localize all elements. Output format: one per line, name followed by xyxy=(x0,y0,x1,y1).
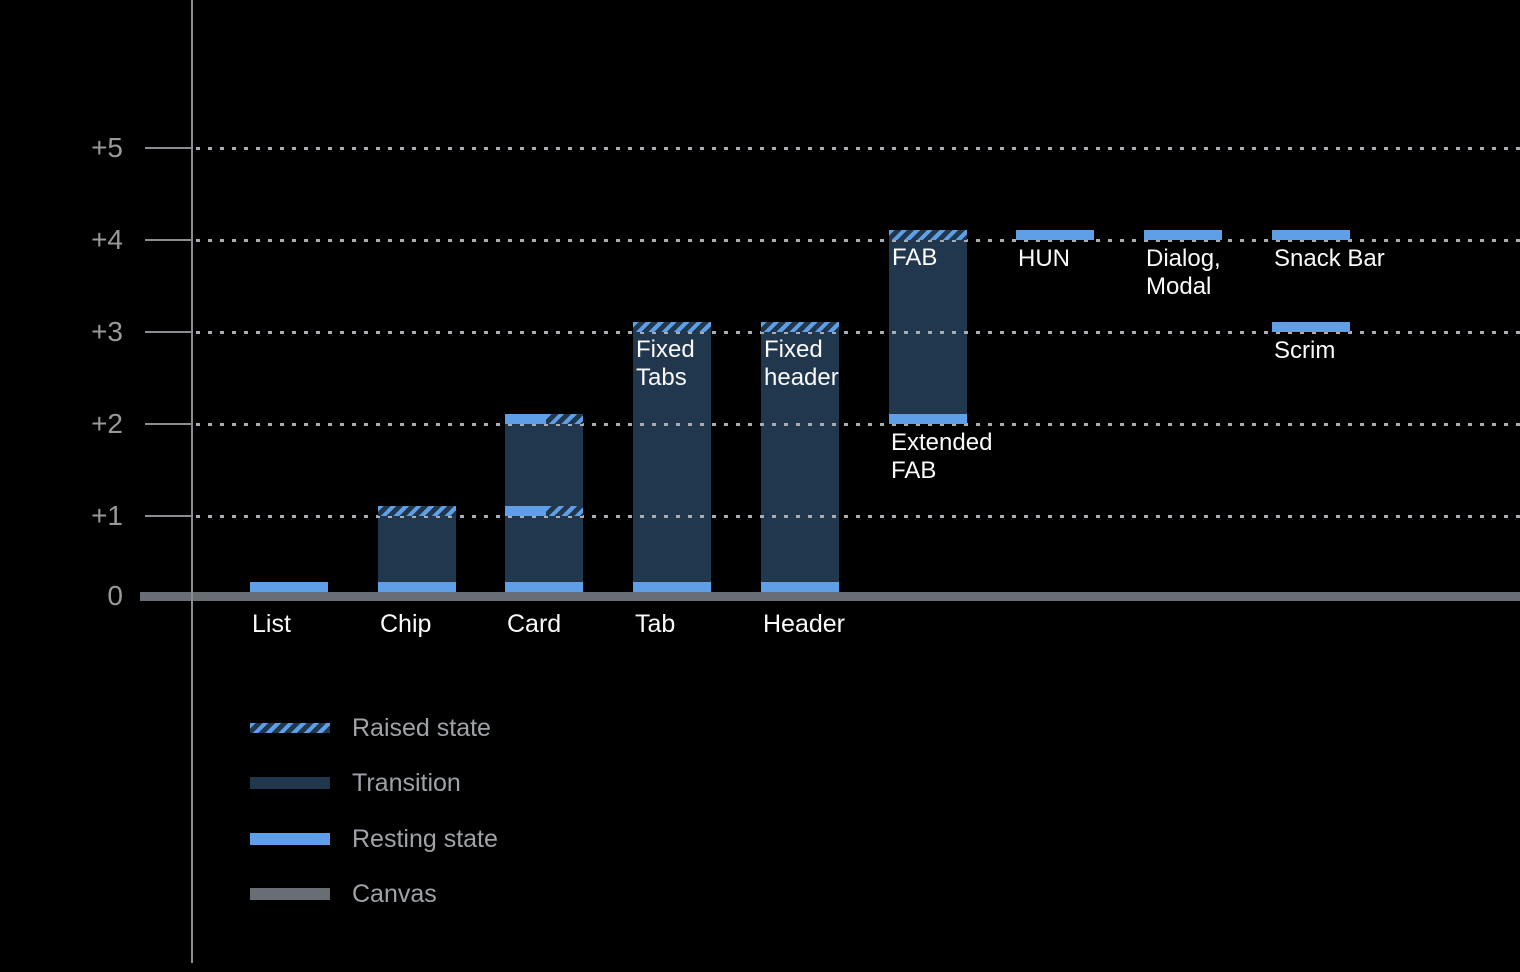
below-label-dialog-modal: Dialog, Modal xyxy=(1146,245,1221,300)
legend-label-gray: Canvas xyxy=(352,880,437,908)
segment-resting-snack-bar xyxy=(1272,230,1350,240)
segment-transition-card xyxy=(505,516,583,582)
bar-label-tab: Fixed Tabs xyxy=(636,336,695,391)
segment-transition-card xyxy=(505,424,583,506)
bar-label-header: Fixed header xyxy=(764,336,839,391)
segment-resting-list xyxy=(250,582,328,592)
segment-raised-fab xyxy=(889,230,967,240)
y-axis-label: +2 xyxy=(91,408,123,439)
x-axis-label-card: Card xyxy=(507,610,562,638)
gridline xyxy=(196,239,1520,242)
y-axis-label: +5 xyxy=(91,132,123,163)
segment-raised-tab xyxy=(633,322,711,332)
legend-label-blue: Resting state xyxy=(352,825,498,853)
segment-transition-fab xyxy=(889,240,967,414)
below-label-hun: HUN xyxy=(1018,245,1070,272)
y-axis-label: +4 xyxy=(91,224,123,255)
segment-resting-card xyxy=(505,414,546,424)
segment-raised-header xyxy=(761,322,839,332)
y-axis-tick xyxy=(145,515,192,517)
segment-raised-card xyxy=(546,506,583,516)
y-axis-tick xyxy=(145,239,192,241)
gridline xyxy=(196,515,1520,518)
legend-label-hatched: Raised state xyxy=(352,714,491,742)
segment-resting-card xyxy=(505,506,546,516)
segment-resting-card xyxy=(505,582,583,592)
legend-row-gray: Canvas xyxy=(250,878,437,910)
segment-resting-hun xyxy=(1016,230,1094,240)
x-axis-label-tab: Tab xyxy=(635,610,676,638)
segment-raised-chip xyxy=(378,506,456,516)
below-label-fab: Extended FAB xyxy=(891,429,993,484)
y-axis-label: 0 xyxy=(107,580,123,611)
x-axis-label-list: List xyxy=(252,610,291,638)
segment-resting-dialog-modal xyxy=(1144,230,1222,240)
y-axis-label: +3 xyxy=(91,316,123,347)
segment-resting-fab xyxy=(889,414,967,424)
legend-row-navy: Transition xyxy=(250,767,461,799)
below-label-scrim: Scrim xyxy=(1274,337,1336,364)
gridline xyxy=(196,331,1520,334)
y-axis-tick xyxy=(145,423,192,425)
y-axis-label: +1 xyxy=(91,500,123,531)
segment-resting-header xyxy=(761,582,839,592)
canvas-baseline xyxy=(140,592,1520,601)
segment-transition-tab xyxy=(633,332,711,582)
segment-resting-scrim xyxy=(1272,322,1350,332)
legend-swatch-hatched xyxy=(250,723,330,733)
bar-label-fab: FAB xyxy=(892,244,938,271)
segment-transition-header xyxy=(761,332,839,582)
legend-swatch-blue xyxy=(250,833,330,845)
y-axis-tick xyxy=(145,147,192,149)
gridline xyxy=(196,423,1520,426)
legend-swatch-navy xyxy=(250,777,330,789)
segment-resting-tab xyxy=(633,582,711,592)
legend-row-hatched: Raised state xyxy=(250,712,491,744)
gridline xyxy=(196,147,1520,150)
segment-resting-chip xyxy=(378,582,456,592)
legend-row-blue: Resting state xyxy=(250,823,498,855)
y-axis-line xyxy=(191,0,193,963)
legend-swatch-gray xyxy=(250,888,330,900)
y-axis-tick xyxy=(145,331,192,333)
legend-label-navy: Transition xyxy=(352,769,461,797)
segment-transition-chip xyxy=(378,516,456,582)
x-axis-label-chip: Chip xyxy=(380,610,432,638)
x-axis-label-header: Header xyxy=(763,610,845,638)
below-label-snack-bar: Snack Bar xyxy=(1274,245,1385,272)
segment-raised-card xyxy=(546,414,583,424)
